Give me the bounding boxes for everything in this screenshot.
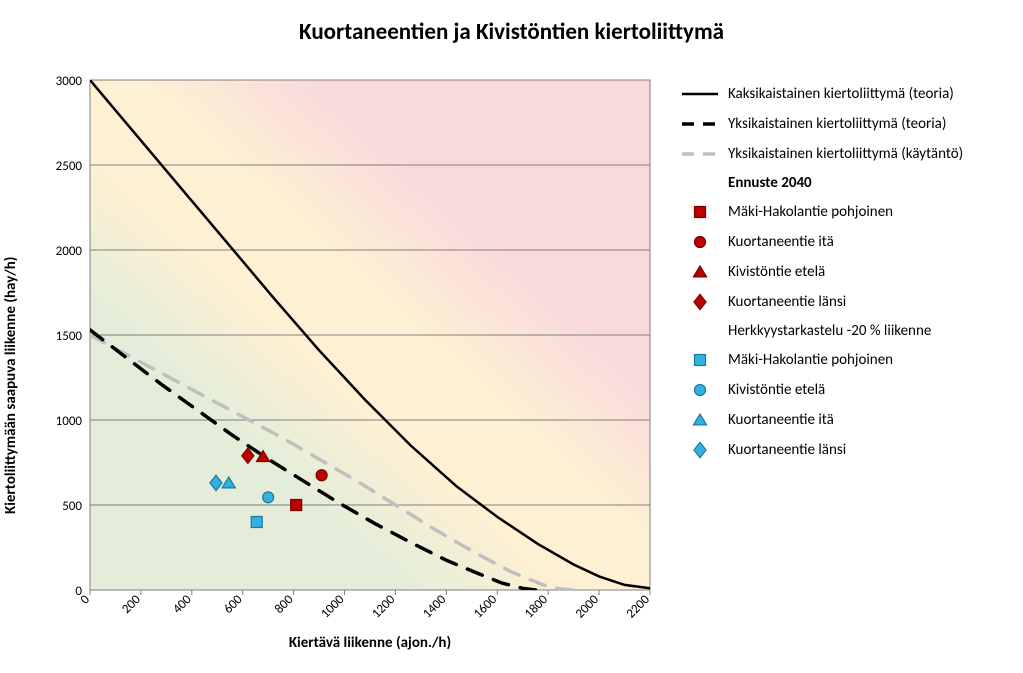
legend-blue-0-swatch bbox=[680, 350, 720, 370]
legend-red-1: Kuortaneentie itä bbox=[680, 232, 1010, 252]
y-tick-label: 2500 bbox=[56, 159, 83, 174]
legend-red-3-label: Kuortaneentie länsi bbox=[728, 293, 846, 312]
legend-line-0: Kaksikaistainen kiertoliittymä (teoria) bbox=[680, 84, 1010, 104]
legend-line-1-label: Yksikaistainen kiertoliittymä (teoria) bbox=[728, 115, 946, 134]
legend-red-2: Kivistöntie etelä bbox=[680, 262, 1010, 282]
legend-red-3: Kuortaneentie länsi bbox=[680, 292, 1010, 312]
legend-red-2-swatch bbox=[680, 262, 720, 282]
x-tick-label: 200 bbox=[119, 592, 144, 617]
y-axis-label: Kiertoliittymään saapuva liikenne (hay/h… bbox=[2, 256, 20, 513]
legend-blue-2-label: Kuortaneentie itä bbox=[728, 411, 834, 430]
legend-red-2-label: Kivistöntie etelä bbox=[728, 263, 825, 282]
legend-blue-3-label: Kuortaneentie länsi bbox=[728, 441, 846, 460]
legend-blue-2-swatch bbox=[680, 410, 720, 430]
marker-red-square bbox=[291, 500, 302, 511]
x-tick-label: 1000 bbox=[318, 592, 348, 622]
legend-red-3-swatch bbox=[680, 292, 720, 312]
legend-blue-1-label: Kivistöntie etelä bbox=[728, 381, 825, 400]
chart-container: Kuortaneentien ja Kivistöntien kiertolii… bbox=[0, 0, 1023, 673]
legend-red-0: Mäki-Hakolantie pohjoinen bbox=[680, 202, 1010, 222]
legend-red-1-swatch bbox=[680, 232, 720, 252]
legend-blue-3-swatch bbox=[680, 440, 720, 460]
legend-blue-2: Kuortaneentie itä bbox=[680, 410, 1010, 430]
marker-blue-circle bbox=[263, 492, 274, 503]
x-tick-label: 1800 bbox=[522, 592, 552, 622]
legend-line-2: Yksikaistainen kiertoliittymä (käytäntö) bbox=[680, 144, 1010, 164]
legend: Kaksikaistainen kiertoliittymä (teoria) Y… bbox=[680, 84, 1010, 470]
chart-plot-area: 0500100015002000250030000200400600800100… bbox=[30, 60, 670, 665]
x-tick-label: 800 bbox=[272, 592, 297, 617]
legend-blue-0-label: Mäki-Hakolantie pohjoinen bbox=[728, 351, 893, 370]
marker-red-circle bbox=[316, 470, 327, 481]
y-tick-label: 1500 bbox=[56, 329, 83, 344]
y-tick-label: 1000 bbox=[56, 414, 83, 429]
x-axis-label: Kiertävä liikenne (ajon./h) bbox=[90, 634, 650, 652]
legend-blue-1: Kivistöntie etelä bbox=[680, 380, 1010, 400]
legend-header-herkkyys: Herkkyystarkastelu -20 % liikenne bbox=[728, 322, 1010, 340]
legend-red-0-label: Mäki-Hakolantie pohjoinen bbox=[728, 203, 893, 222]
legend-line-2-label: Yksikaistainen kiertoliittymä (käytäntö) bbox=[728, 145, 963, 164]
legend-blue-3: Kuortaneentie länsi bbox=[680, 440, 1010, 460]
legend-blue-0: Mäki-Hakolantie pohjoinen bbox=[680, 350, 1010, 370]
chart-title: Kuortaneentien ja Kivistöntien kiertolii… bbox=[0, 18, 1023, 46]
y-tick-label: 2000 bbox=[56, 244, 83, 259]
x-tick-label: 2200 bbox=[624, 592, 654, 622]
chart-svg: 0500100015002000250030000200400600800100… bbox=[30, 60, 670, 660]
legend-line-0-label: Kaksikaistainen kiertoliittymä (teoria) bbox=[728, 85, 954, 104]
legend-line-2-swatch bbox=[680, 144, 720, 164]
legend-line-1-swatch bbox=[680, 114, 720, 134]
x-tick-label: 1400 bbox=[420, 592, 450, 622]
x-tick-label: 2000 bbox=[573, 592, 603, 622]
legend-line-1: Yksikaistainen kiertoliittymä (teoria) bbox=[680, 114, 1010, 134]
y-tick-label: 500 bbox=[62, 499, 82, 514]
legend-red-0-swatch bbox=[680, 202, 720, 222]
x-tick-label: 1200 bbox=[369, 592, 399, 622]
y-tick-label: 3000 bbox=[56, 74, 83, 89]
legend-header-ennuste: Ennuste 2040 bbox=[728, 174, 1010, 192]
x-tick-label: 400 bbox=[170, 592, 195, 617]
marker-blue-square bbox=[251, 517, 262, 528]
legend-line-0-swatch bbox=[680, 84, 720, 104]
legend-red-1-label: Kuortaneentie itä bbox=[728, 233, 834, 252]
legend-blue-1-swatch bbox=[680, 380, 720, 400]
x-tick-label: 600 bbox=[221, 592, 246, 617]
x-tick-label: 1600 bbox=[471, 592, 501, 622]
x-tick-label: 0 bbox=[78, 592, 94, 608]
